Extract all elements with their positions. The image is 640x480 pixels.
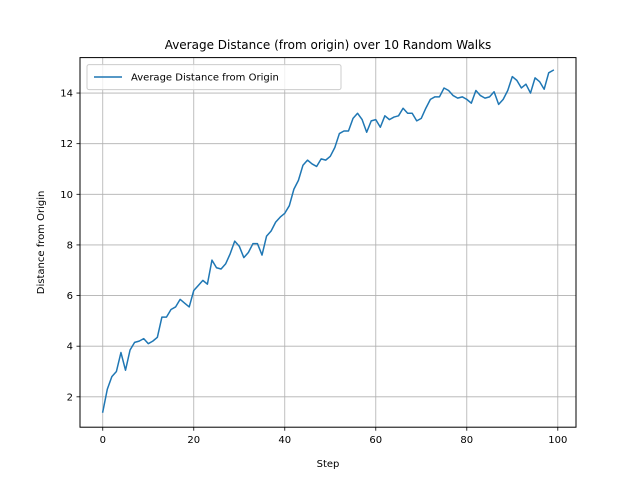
y-tick-label: 10 (60, 190, 73, 201)
axis-ticks: 0 20 40 60 80 100 2 4 6 8 10 12 14 (60, 89, 567, 447)
x-tick-label: 60 (369, 435, 382, 446)
chart-title: Average Distance (from origin) over 10 R… (165, 38, 492, 52)
y-tick-label: 12 (60, 139, 73, 150)
x-tick-label: 0 (100, 435, 106, 446)
legend-box (86, 64, 342, 91)
y-tick-label: 6 (67, 291, 73, 302)
y-tick-label: 8 (67, 240, 73, 251)
series-layer (101, 69, 555, 413)
legend: Average Distance from Origin (86, 64, 342, 91)
x-tick-label: 40 (278, 435, 291, 446)
y-axis-title: Distance from Origin (36, 191, 47, 295)
y-tick-label: 2 (67, 392, 73, 403)
x-axis-title: Step (317, 459, 340, 470)
x-tick-label: 20 (187, 435, 200, 446)
gridlines (80, 57, 576, 428)
x-tick-label: 100 (548, 435, 567, 446)
x-tick-label: 80 (460, 435, 473, 446)
series-line (101, 69, 555, 413)
y-tick-label: 14 (60, 89, 73, 100)
legend-label: Average Distance from Origin (131, 73, 279, 84)
plot-area-frame (79, 57, 577, 428)
y-tick-label: 4 (67, 342, 73, 353)
